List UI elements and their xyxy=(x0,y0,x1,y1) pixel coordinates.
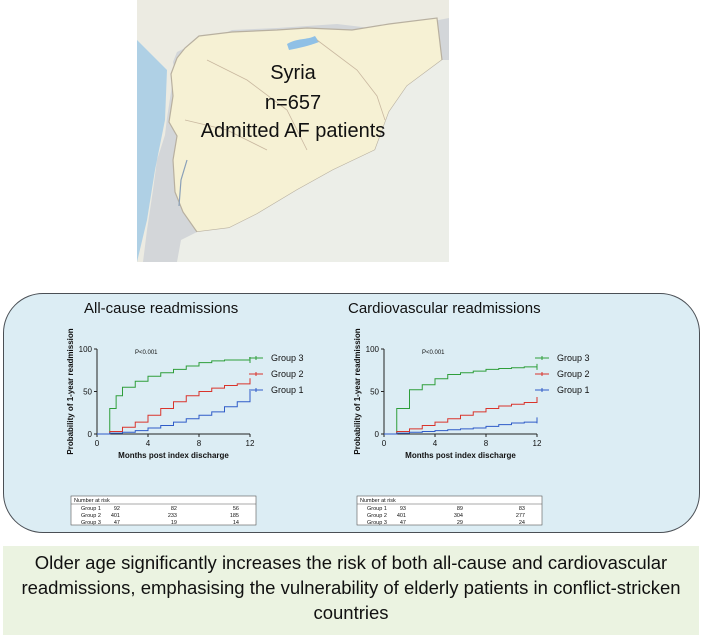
x-tick-label: 4 xyxy=(433,439,438,448)
risk-cell: 304 xyxy=(454,513,463,519)
legend-label: Group 2 xyxy=(271,369,304,379)
risk-cell: 14 xyxy=(233,520,239,526)
x-axis-label: Months post index discharge xyxy=(118,451,229,460)
y-tick-label: 100 xyxy=(79,345,93,354)
sample-size-label: n=657 xyxy=(264,92,322,114)
series-line-group-3 xyxy=(384,366,537,435)
conclusion-caption: Older age significantly increases the ri… xyxy=(3,546,699,635)
x-tick-label: 12 xyxy=(533,439,542,448)
series-line-group-1 xyxy=(97,394,251,435)
legend-label: Group 3 xyxy=(557,353,590,363)
risk-cell: 47 xyxy=(400,520,406,526)
y-tick-label: 100 xyxy=(366,345,380,354)
x-axis-label: Months post index discharge xyxy=(405,451,516,460)
risk-cell: 29 xyxy=(457,520,463,526)
x-tick-label: 0 xyxy=(382,439,387,448)
risk-cell: 93 xyxy=(400,506,406,512)
x-tick-label: 8 xyxy=(197,439,202,448)
x-tick-label: 8 xyxy=(484,439,489,448)
risk-table-frame xyxy=(356,495,543,526)
x-tick-label: 4 xyxy=(146,439,151,448)
charts-panel: All-cause readmissions Cardiovascular re… xyxy=(3,293,700,533)
risk-row-label: Group 2 xyxy=(81,513,101,519)
x-tick-label: 0 xyxy=(95,439,100,448)
risk-cell: 47 xyxy=(114,520,120,526)
p-value-annotation: P<0.001 xyxy=(422,350,445,356)
series-line-group-2 xyxy=(384,400,538,435)
risk-cell: 24 xyxy=(519,520,525,526)
risk-table-header: Number at risk xyxy=(360,498,396,504)
p-value-annotation: P<0.001 xyxy=(135,350,158,356)
risk-row-label: Group 1 xyxy=(81,506,101,512)
legend-label: Group 3 xyxy=(271,353,304,363)
risk-cell: 277 xyxy=(516,513,525,519)
risk-cell: 19 xyxy=(171,520,177,526)
risk-cell: 185 xyxy=(230,513,239,519)
risk-row-label: Group 2 xyxy=(367,513,387,519)
series-line-group-1 xyxy=(384,420,538,435)
km-charts: 0 50 100 0 4 8 12 Months post index discharge Pr… xyxy=(66,328,590,526)
y-axis-label: Probability of 1-year readmission xyxy=(353,328,362,454)
legend-label: Group 1 xyxy=(557,385,590,395)
risk-cell: 83 xyxy=(519,506,525,512)
map-illustration xyxy=(137,0,449,262)
y-tick-label: 0 xyxy=(88,430,93,439)
map-title: Syria xyxy=(270,62,316,84)
risk-cell: 233 xyxy=(168,513,177,519)
syria-map: Syria n=657 Admitted AF patients xyxy=(137,0,449,262)
legend-label: Group 1 xyxy=(271,385,304,395)
risk-table-header: Number at risk xyxy=(74,498,110,504)
series-line-group-2 xyxy=(97,381,251,435)
y-tick-label: 50 xyxy=(83,388,92,397)
risk-table-frame xyxy=(70,495,257,526)
legend-label: Group 2 xyxy=(557,369,590,379)
y-tick-label: 50 xyxy=(370,388,379,397)
series-line-group-3 xyxy=(97,359,250,435)
risk-cell: 89 xyxy=(457,506,463,512)
y-axis-label: Probability of 1-year readmission xyxy=(66,328,75,454)
risk-cell: 92 xyxy=(114,506,120,512)
chart-title-all-cause: All-cause readmissions xyxy=(84,300,239,317)
risk-cell: 401 xyxy=(111,513,120,519)
chart-title-cardiovascular: Cardiovascular readmissions xyxy=(348,300,541,317)
risk-cell: 401 xyxy=(397,513,406,519)
risk-row-label: Group 3 xyxy=(367,520,387,526)
risk-cell: 82 xyxy=(171,506,177,512)
y-tick-label: 0 xyxy=(375,430,380,439)
population-label: Admitted AF patients xyxy=(200,120,386,142)
risk-row-label: Group 1 xyxy=(367,506,387,512)
risk-row-label: Group 3 xyxy=(81,520,101,526)
x-tick-label: 12 xyxy=(246,439,255,448)
risk-cell: 56 xyxy=(233,506,239,512)
